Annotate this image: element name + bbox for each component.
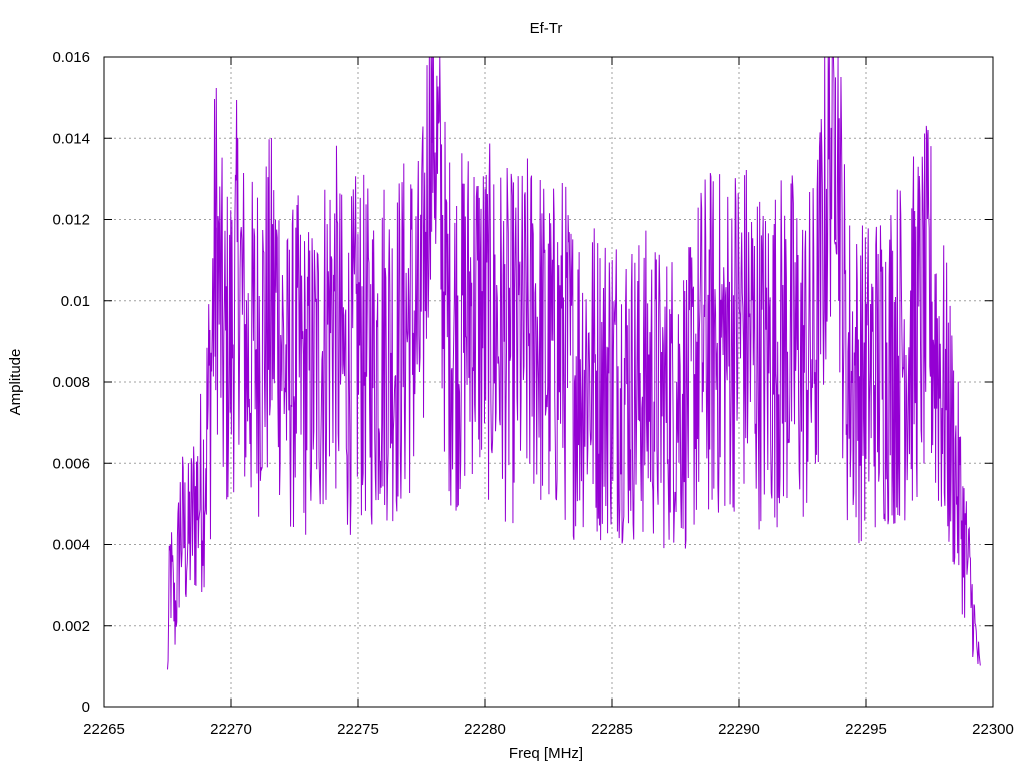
chart-title: Ef-Tr <box>530 20 563 37</box>
x-axis-label: Freq [MHz] <box>509 745 583 762</box>
y-tick-label: 0.016 <box>52 49 90 66</box>
x-tick-label: 22300 <box>972 721 1014 738</box>
y-tick-label: 0.01 <box>61 293 90 310</box>
y-tick-label: 0 <box>82 699 90 716</box>
x-tick-label: 22280 <box>464 721 506 738</box>
axis-ticks <box>103 56 994 708</box>
x-tick-label: 22265 <box>83 721 125 738</box>
x-tick-label: 22290 <box>718 721 760 738</box>
x-tick-label: 22275 <box>337 721 379 738</box>
x-tick-labels: 22265 22270 22275 22280 22285 22290 22295 22300 <box>83 721 1014 738</box>
y-tick-label: 0.004 <box>52 537 90 554</box>
y-tick-labels: 0 0.002 0.004 0.006 0.008 0.01 0.012 0.014 0.016 <box>52 49 90 716</box>
series-group <box>167 56 981 670</box>
x-tick-label: 22270 <box>210 721 252 738</box>
series-line-0 <box>167 56 981 670</box>
y-tick-label: 0.006 <box>52 455 90 472</box>
y-tick-label: 0.014 <box>52 130 90 147</box>
x-tick-label: 22295 <box>845 721 887 738</box>
y-tick-label: 0.012 <box>52 212 90 229</box>
y-axis-label: Amplitude <box>7 349 24 416</box>
x-tick-label: 22285 <box>591 721 633 738</box>
y-tick-label: 0.008 <box>52 374 90 391</box>
y-tick-label: 0.002 <box>52 618 90 635</box>
